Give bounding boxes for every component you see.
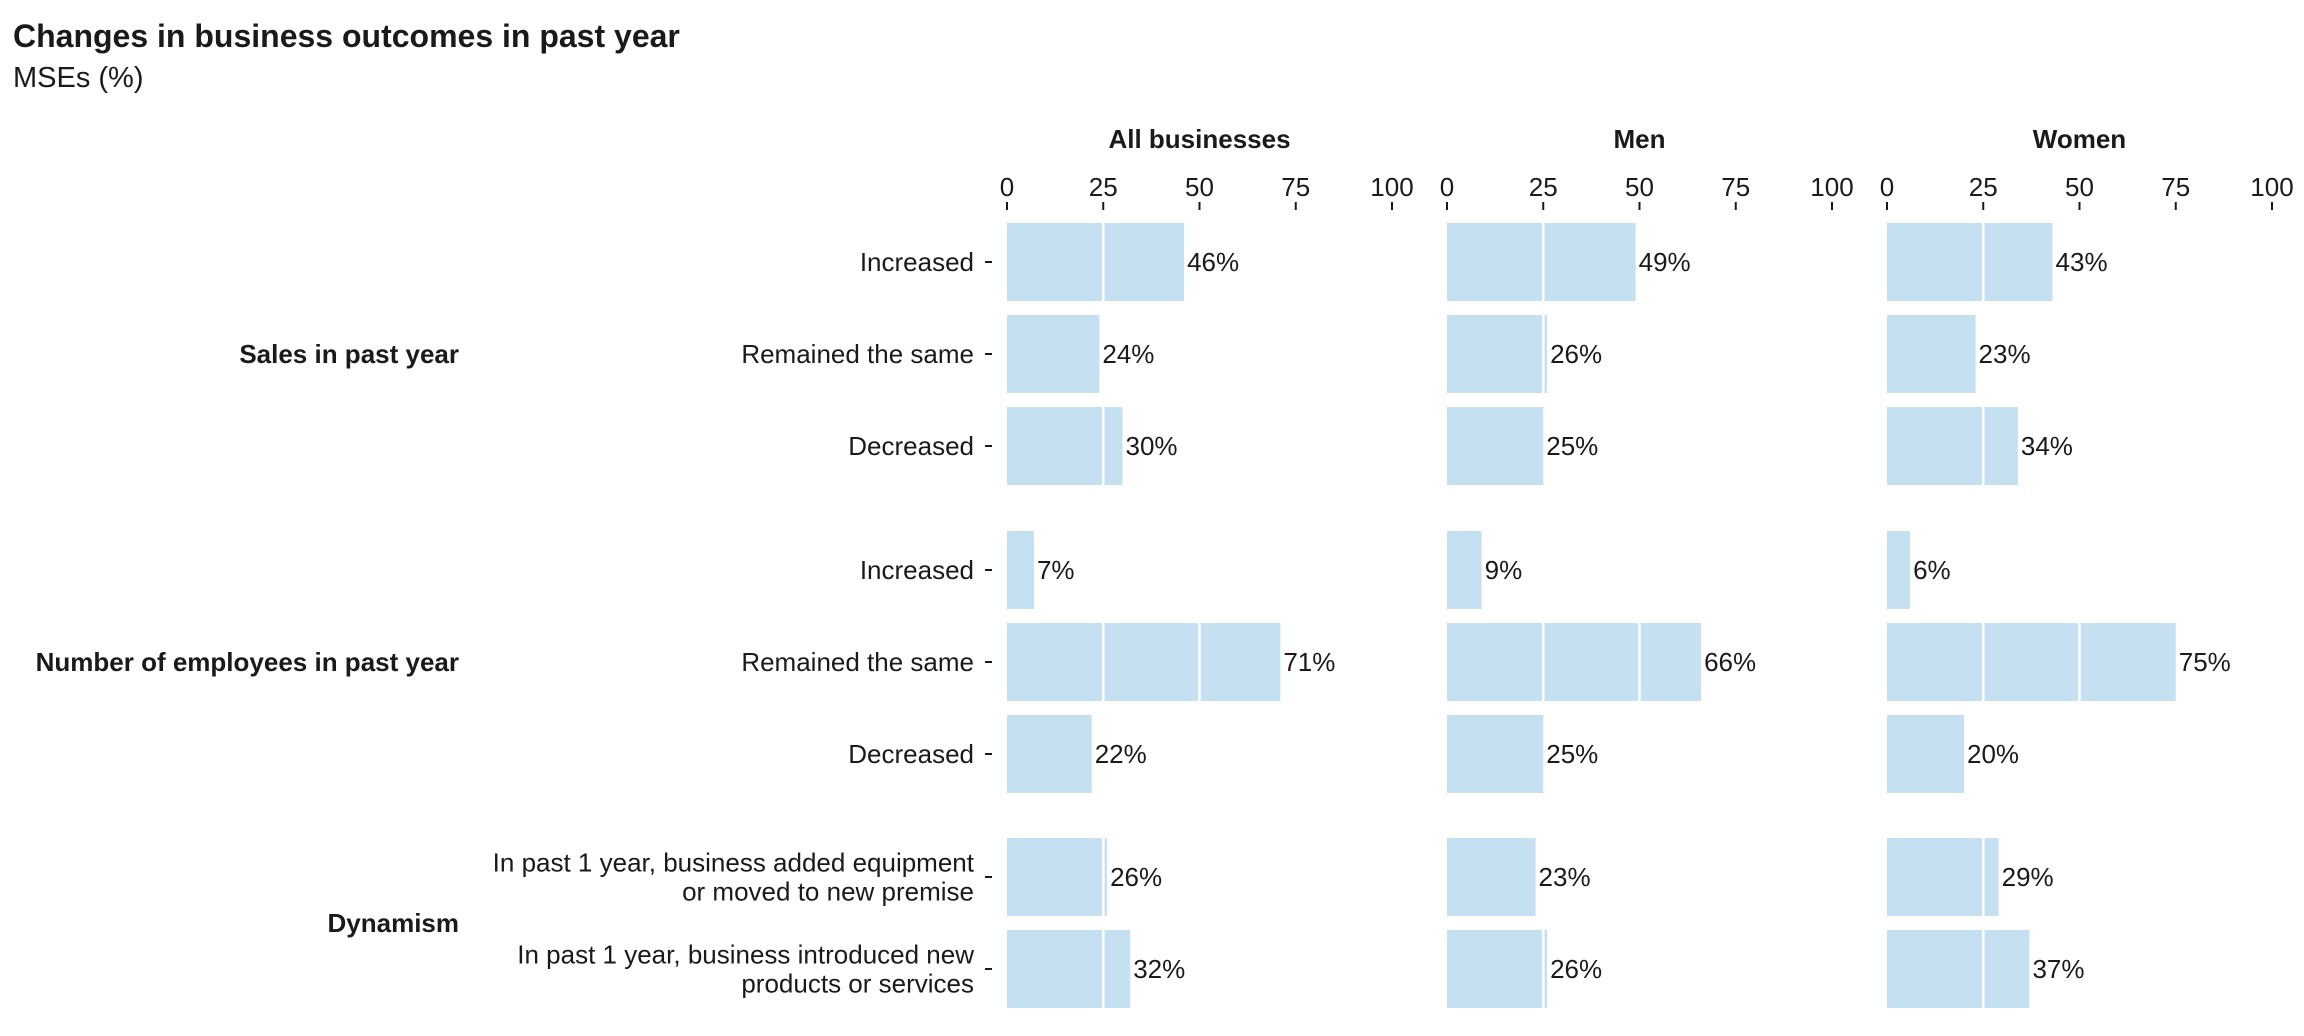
data-label: 26% <box>1110 862 1162 892</box>
category-label: Remained the same <box>741 647 974 677</box>
bar <box>1447 623 1702 701</box>
category-label: In past 1 year, business introduced new p… <box>517 940 974 999</box>
data-label: 46% <box>1187 247 1239 277</box>
data-label: 20% <box>1967 739 2019 769</box>
x-tick-label: 25 <box>1529 172 1558 202</box>
bar <box>1887 838 1999 916</box>
bar <box>1007 838 1108 916</box>
data-label: 43% <box>2056 247 2108 277</box>
x-tick-label: 25 <box>1969 172 1998 202</box>
chart-title: Changes in business outcomes in past yea… <box>13 18 680 54</box>
data-label: 49% <box>1639 247 1691 277</box>
group-label: Dynamism <box>328 908 460 938</box>
bar <box>1007 223 1185 301</box>
x-tick-label: 75 <box>1721 172 1750 202</box>
category-label: Decreased <box>848 739 974 769</box>
bar <box>1447 407 1544 485</box>
bar <box>1007 407 1123 485</box>
data-label: 29% <box>2002 862 2054 892</box>
data-label: 22% <box>1095 739 1147 769</box>
bar <box>1887 223 2053 301</box>
x-tick-label: 75 <box>2161 172 2190 202</box>
data-label: 34% <box>2021 431 2073 461</box>
group-label: Number of employees in past year <box>36 647 459 677</box>
data-label: 71% <box>1283 647 1335 677</box>
category-label: Decreased <box>848 431 974 461</box>
x-tick-label: 100 <box>2250 172 2293 202</box>
category-label: In past 1 year, business added equipment… <box>493 848 975 907</box>
bar <box>1887 623 2176 701</box>
bar <box>1447 315 1548 393</box>
panel-title: Women <box>2033 124 2126 154</box>
data-label: 6% <box>1913 555 1951 585</box>
data-label: 75% <box>2179 647 2231 677</box>
bar <box>1447 930 1548 1008</box>
x-tick-label: 0 <box>1000 172 1014 202</box>
data-label: 7% <box>1037 555 1075 585</box>
group-label: Sales in past year <box>239 339 459 369</box>
data-label: 26% <box>1550 954 1602 984</box>
data-label: 25% <box>1546 431 1598 461</box>
x-tick-label: 0 <box>1880 172 1894 202</box>
bar <box>1447 715 1544 793</box>
x-tick-label: 50 <box>1625 172 1654 202</box>
bar <box>1887 315 1976 393</box>
bar <box>1007 623 1281 701</box>
category-label: Remained the same <box>741 339 974 369</box>
panel-title: All businesses <box>1108 124 1290 154</box>
x-tick-label: 75 <box>1281 172 1310 202</box>
category-label: Increased <box>860 247 974 277</box>
data-label: 37% <box>2032 954 2084 984</box>
data-label: 9% <box>1485 555 1523 585</box>
bar <box>1447 223 1636 301</box>
bar <box>1007 531 1034 609</box>
data-label: 25% <box>1546 739 1598 769</box>
bar <box>1007 715 1092 793</box>
panel-title: Men <box>1614 124 1666 154</box>
x-tick-label: 50 <box>2065 172 2094 202</box>
category-label: Increased <box>860 555 974 585</box>
bar <box>1447 838 1536 916</box>
data-label: 30% <box>1126 431 1178 461</box>
data-label: 23% <box>1979 339 2031 369</box>
x-tick-label: 100 <box>1370 172 1413 202</box>
bar <box>1887 930 2030 1008</box>
bar <box>1007 930 1131 1008</box>
bar <box>1887 407 2018 485</box>
bar <box>1447 531 1482 609</box>
bar <box>1007 315 1100 393</box>
x-tick-label: 50 <box>1185 172 1214 202</box>
bar <box>1887 531 1911 609</box>
chart-subtitle: MSEs (%) <box>13 62 144 94</box>
data-label: 66% <box>1704 647 1756 677</box>
data-label: 32% <box>1133 954 1185 984</box>
data-label: 24% <box>1102 339 1154 369</box>
data-label: 23% <box>1539 862 1591 892</box>
x-tick-label: 25 <box>1089 172 1118 202</box>
bar <box>1887 715 1964 793</box>
x-tick-label: 100 <box>1810 172 1853 202</box>
x-tick-label: 0 <box>1440 172 1454 202</box>
data-label: 26% <box>1550 339 1602 369</box>
